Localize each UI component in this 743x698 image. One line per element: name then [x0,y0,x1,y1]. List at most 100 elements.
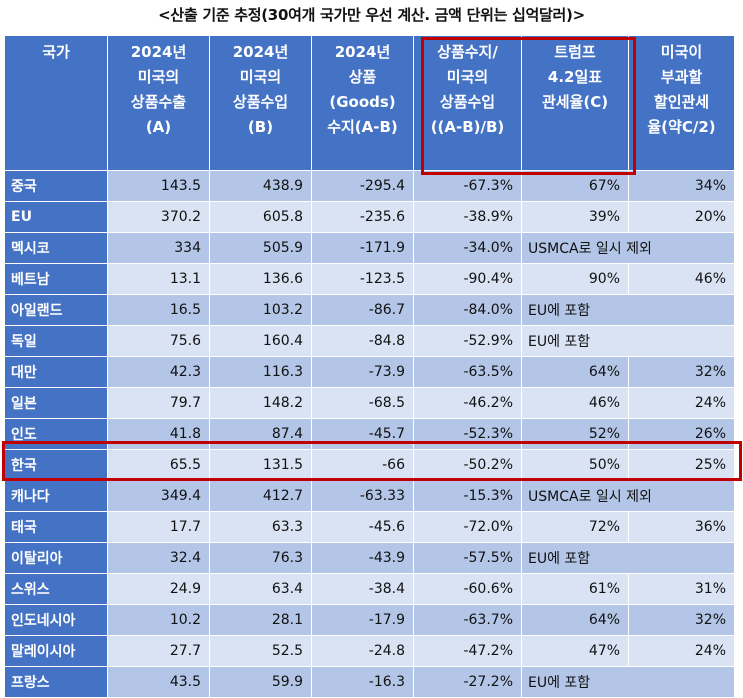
balance-cell: -73.9 [311,355,414,388]
balance-cell: -17.9 [311,603,414,636]
table-title: <산출 기준 추정(30여개 국가만 우선 계산. 금액 단위는 십억달러)> [158,6,585,24]
import-cell: 63.3 [209,510,312,543]
import-cell: 52.5 [209,634,312,667]
import-cell: 605.8 [209,200,312,233]
import-cell: 131.5 [209,448,312,481]
import-cell: 136.6 [209,262,312,295]
table-row: 한국 65.5 131.5 -66 -50.2% 50% 25% [4,448,735,481]
discount-cell: 31% [628,572,735,605]
tariff-cell: 47% [521,634,629,667]
tariff-cell: 61% [521,572,629,605]
country-cell: 스위스 [4,572,108,605]
tariff-cell: 64% [521,355,629,388]
import-cell: 103.2 [209,293,312,326]
country-cell: 캐나다 [4,479,108,512]
country-cell: 멕시코 [4,231,108,264]
ratio-cell: -72.0% [413,510,522,543]
table-row: 캐나다 349.4 412.7 -63.33 -15.3% USMCA로 일시 제외 [4,479,735,512]
header-tariff: 트럼프 4.2일표 관세율(C) [521,36,629,170]
ratio-cell: -52.9% [413,324,522,357]
ratio-cell: -38.9% [413,200,522,233]
ratio-cell: -57.5% [413,541,522,574]
ratio-cell: -46.2% [413,386,522,419]
balance-cell: -235.6 [311,200,414,233]
discount-cell: 20% [628,200,735,233]
export-cell: 27.7 [107,634,210,667]
discount-cell: 46% [628,262,735,295]
import-cell: 505.9 [209,231,312,264]
tariff-cell: 67% [521,169,629,202]
table-row: 인도 41.8 87.4 -45.7 -52.3% 52% 26% [4,417,735,450]
import-cell: 148.2 [209,386,312,419]
table-row: 태국 17.7 63.3 -45.6 -72.0% 72% 36% [4,510,735,543]
tariff-cell: 72% [521,510,629,543]
export-cell: 42.3 [107,355,210,388]
header-export: 2024년 미국의 상품수출 (A) [107,36,210,170]
discount-cell: 25% [628,448,735,481]
balance-cell: -45.6 [311,510,414,543]
note-cell: USMCA로 일시 제외 [521,479,735,512]
table-row: 베트남 13.1 136.6 -123.5 -90.4% 90% 46% [4,262,735,295]
country-cell: 이탈리아 [4,541,108,574]
ratio-cell: -67.3% [413,169,522,202]
import-cell: 76.3 [209,541,312,574]
note-cell: EU에 포함 [521,541,735,574]
table-row: 중국 143.5 438.9 -295.4 -67.3% 67% 34% [4,169,735,202]
tariff-table: 국가 2024년 미국의 상품수출 (A) 2024년 미국의 상품수입 (B) 202… [4,36,735,698]
balance-cell: -45.7 [311,417,414,450]
ratio-cell: -63.5% [413,355,522,388]
balance-cell: -63.33 [311,479,414,512]
country-cell: 프랑스 [4,665,108,698]
discount-cell: 24% [628,634,735,667]
country-cell: 태국 [4,510,108,543]
import-cell: 87.4 [209,417,312,450]
header-country: 국가 [4,36,108,170]
import-cell: 412.7 [209,479,312,512]
table-row: 일본 79.7 148.2 -68.5 -46.2% 46% 24% [4,386,735,419]
table-row: 이탈리아 32.4 76.3 -43.9 -57.5% EU에 포함 [4,541,735,574]
ratio-cell: -84.0% [413,293,522,326]
export-cell: 143.5 [107,169,210,202]
balance-cell: -66 [311,448,414,481]
table-row: 독일 75.6 160.4 -84.8 -52.9% EU에 포함 [4,324,735,357]
ratio-cell: -60.6% [413,572,522,605]
table-row: 대만 42.3 116.3 -73.9 -63.5% 64% 32% [4,355,735,388]
ratio-cell: -52.3% [413,417,522,450]
export-cell: 41.8 [107,417,210,450]
export-cell: 13.1 [107,262,210,295]
balance-cell: -24.8 [311,634,414,667]
discount-cell: 36% [628,510,735,543]
export-cell: 65.5 [107,448,210,481]
balance-cell: -84.8 [311,324,414,357]
country-cell: 말레이시아 [4,634,108,667]
balance-cell: -171.9 [311,231,414,264]
table-row: 인도네시아 10.2 28.1 -17.9 -63.7% 64% 32% [4,603,735,636]
note-cell: EU에 포함 [521,293,735,326]
balance-cell: -16.3 [311,665,414,698]
country-cell: 일본 [4,386,108,419]
table-row: 말레이시아 27.7 52.5 -24.8 -47.2% 47% 24% [4,634,735,667]
tariff-cell: 50% [521,448,629,481]
table-row: 아일랜드 16.5 103.2 -86.7 -84.0% EU에 포함 [4,293,735,326]
ratio-cell: -90.4% [413,262,522,295]
note-cell: EU에 포함 [521,665,735,698]
ratio-cell: -47.2% [413,634,522,667]
ratio-cell: -34.0% [413,231,522,264]
ratio-cell: -63.7% [413,603,522,636]
table-row: 프랑스 43.5 59.9 -16.3 -27.2% EU에 포함 [4,665,735,698]
export-cell: 349.4 [107,479,210,512]
ratio-cell: -27.2% [413,665,522,698]
country-cell: 대만 [4,355,108,388]
country-cell: 인도 [4,417,108,450]
country-cell: 인도네시아 [4,603,108,636]
import-cell: 63.4 [209,572,312,605]
export-cell: 79.7 [107,386,210,419]
tariff-cell: 90% [521,262,629,295]
export-cell: 17.7 [107,510,210,543]
note-cell: EU에 포함 [521,324,735,357]
header-discount: 미국이 부과할 할인관세 율(약C/2) [628,36,735,170]
country-cell: 독일 [4,324,108,357]
balance-cell: -38.4 [311,572,414,605]
balance-cell: -43.9 [311,541,414,574]
balance-cell: -68.5 [311,386,414,419]
